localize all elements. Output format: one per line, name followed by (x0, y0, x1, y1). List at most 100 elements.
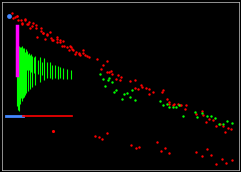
Point (125, 92, 129, 95)
Point (55, 41, 59, 44)
Point (133, 87, 137, 89)
Point (81, 49, 85, 51)
Point (62, 44, 66, 47)
Point (151, 90, 155, 93)
Point (183, 108, 187, 110)
Point (161, 104, 165, 106)
Point (220, 158, 224, 160)
Point (174, 105, 178, 108)
Point (133, 98, 137, 101)
Point (155, 140, 159, 143)
Point (73, 52, 77, 55)
Point (213, 117, 217, 119)
Point (87, 56, 91, 59)
Point (177, 104, 181, 107)
Point (195, 116, 199, 118)
Point (71, 49, 74, 51)
Point (114, 78, 118, 80)
Point (105, 60, 109, 62)
Point (78, 52, 81, 55)
Point (60, 44, 64, 47)
Point (114, 88, 118, 91)
Point (205, 147, 209, 150)
Point (129, 143, 133, 146)
Point (147, 88, 151, 90)
Point (27, 20, 30, 23)
Point (41, 32, 45, 34)
Point (70, 47, 74, 50)
Point (205, 115, 209, 118)
Point (163, 146, 167, 149)
Point (160, 91, 164, 93)
Point (179, 103, 183, 106)
Point (85, 54, 89, 57)
Point (128, 96, 132, 98)
Point (103, 84, 107, 87)
Point (28, 26, 32, 29)
Point (45, 33, 49, 36)
Point (20, 23, 24, 26)
Point (39, 27, 43, 30)
Point (167, 102, 171, 105)
Point (78, 53, 82, 56)
Point (181, 114, 185, 117)
Point (106, 79, 110, 82)
Point (118, 79, 122, 81)
Point (105, 71, 109, 73)
Point (122, 93, 126, 96)
Point (16, 19, 20, 22)
Point (116, 74, 120, 77)
Point (221, 125, 224, 127)
Point (176, 102, 180, 105)
Point (15, 14, 19, 17)
Point (35, 35, 39, 38)
Point (200, 110, 204, 113)
Point (45, 34, 49, 36)
Point (97, 136, 101, 139)
Point (43, 38, 47, 40)
Point (95, 58, 99, 61)
Point (99, 68, 102, 71)
Point (67, 49, 71, 51)
Point (50, 38, 54, 41)
Point (171, 106, 175, 108)
Point (209, 153, 213, 156)
Point (209, 115, 213, 117)
Point (166, 97, 169, 100)
Point (39, 30, 43, 33)
Point (20, 22, 24, 25)
Point (201, 114, 205, 117)
Point (69, 46, 73, 49)
Point (200, 112, 204, 115)
Point (130, 89, 134, 92)
Point (214, 163, 218, 166)
Point (112, 90, 116, 93)
Point (133, 79, 137, 82)
Point (128, 79, 132, 82)
Point (224, 162, 228, 164)
Point (185, 104, 188, 107)
Point (193, 111, 197, 114)
Point (19, 19, 23, 22)
Point (194, 151, 198, 154)
Point (26, 23, 30, 26)
Point (83, 54, 87, 57)
Point (204, 121, 208, 123)
Point (101, 63, 105, 66)
Point (77, 51, 81, 54)
Point (23, 19, 27, 21)
Point (55, 38, 59, 40)
Point (52, 38, 55, 41)
Point (31, 22, 35, 25)
Point (217, 122, 221, 125)
Point (167, 100, 170, 103)
Point (144, 87, 148, 90)
Point (230, 158, 234, 161)
Point (221, 123, 225, 126)
Point (225, 120, 229, 123)
Point (58, 39, 62, 42)
Point (194, 113, 198, 116)
Point (218, 122, 221, 125)
Point (223, 131, 227, 133)
Point (101, 78, 105, 81)
